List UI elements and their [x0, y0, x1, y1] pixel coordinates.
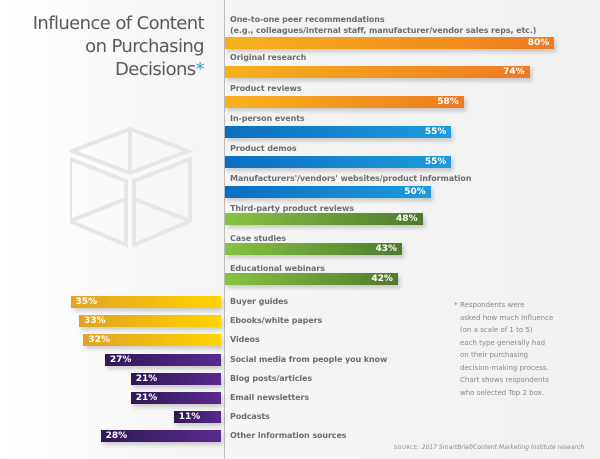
bar-sublabel: (e.g., colleagues/internal staff, manufa…: [230, 26, 537, 35]
bar-label: Blog posts/articles: [230, 373, 313, 383]
bar: 74%: [225, 66, 530, 78]
bar-label: Buyer guides: [230, 297, 289, 306]
bar-value-label: 21%: [135, 373, 158, 384]
footnote-line: Chart shows respondents: [460, 376, 549, 384]
bar: 43%: [225, 243, 403, 255]
bar-label: Social media from people you know: [230, 354, 388, 364]
source-label: SOURCE:: [393, 445, 420, 451]
bar: 55%: [225, 156, 452, 168]
footnote-asterisk: *: [454, 301, 458, 309]
center-axis-line: [224, 0, 225, 459]
bar-label: Podcasts: [230, 412, 270, 422]
footnote-line: Respondents were: [460, 301, 525, 309]
bar: 42%: [225, 273, 398, 285]
bar-label: Original research: [230, 53, 307, 62]
bar-label: In-person events: [230, 114, 305, 123]
footnote: * Respondents were asked how much influe…: [454, 299, 600, 399]
bar-value-label: 55%: [424, 157, 447, 167]
bar-value-label: 55%: [424, 127, 447, 137]
bar-label-line: One-to-one peer recommendations: [230, 15, 385, 24]
bar-label: Manufacturers'/vendors' websites/product…: [230, 174, 472, 183]
footnote-line: decision-making process.: [460, 363, 549, 372]
bar-value-label: 33%: [84, 316, 106, 327]
bar-value-label: 42%: [371, 274, 393, 284]
bar-label: Ebooks/white papers: [230, 316, 323, 326]
bar-value-label: 11%: [178, 412, 201, 423]
bar-value-label: 80%: [527, 38, 550, 48]
bar-label: Product reviews: [230, 84, 302, 93]
bar-value-label: 58%: [437, 97, 459, 107]
title-asterisk: *: [195, 59, 205, 80]
bar-label: Other information sources: [230, 431, 347, 441]
footnote-line: on their purchasing: [460, 351, 529, 359]
bar-value-label: 48%: [396, 214, 418, 224]
footnote-line: who selected Top 2 box.: [460, 388, 545, 397]
bar: 58%: [225, 96, 464, 108]
bar-value-label: 27%: [109, 354, 132, 365]
footnote-line: asked how much influence: [460, 313, 554, 322]
bar-value-label: 32%: [88, 335, 110, 346]
bar: 32%: [83, 334, 221, 347]
bar-value-label: 74%: [503, 67, 525, 77]
bar: 48%: [225, 213, 423, 225]
title-line-2: on Purchasing: [85, 36, 204, 57]
bar-value-label: 43%: [375, 244, 398, 254]
footnote-line: (on a scale of 1 to 5): [460, 326, 533, 334]
bar-label: Product demos: [230, 144, 297, 153]
bar: 33%: [79, 315, 221, 328]
bar: 21%: [130, 372, 221, 385]
bar: 28%: [100, 430, 221, 443]
chart-title: Influence of Content on Purchasing Decis…: [0, 12, 205, 81]
bar: 35%: [70, 296, 221, 308]
bar-label: Educational webinars: [230, 264, 325, 273]
bar: 50%: [225, 186, 431, 198]
bar: 11%: [173, 411, 221, 424]
footnote-line: each type generally had: [460, 338, 546, 347]
title-line-1: Influence of Content: [32, 13, 205, 34]
source-text: 2017 SmartBrief/Content Marketing Instit…: [421, 444, 584, 451]
title-line-3-text: Decisions: [114, 59, 196, 80]
cube-icon: [70, 127, 194, 249]
bar-label: Case studies: [230, 234, 286, 243]
bar-label: Third-party product reviews: [230, 204, 354, 213]
bar-value-label: 35%: [75, 297, 98, 307]
title-line-3: Decisions*: [0, 58, 205, 81]
bar: 55%: [225, 126, 452, 138]
bar: 27%: [104, 353, 221, 366]
bar-label: Email newsletters: [230, 393, 309, 402]
bar-label: One-to-one peer recommendations (e.g., co…: [230, 14, 536, 36]
bar-value-label: 50%: [404, 187, 426, 197]
bar-label: Videos: [230, 335, 260, 345]
source-note: SOURCE: 2017 SmartBrief/Content Marketin…: [394, 444, 584, 451]
bar: 21%: [130, 392, 221, 404]
bar: 80%: [225, 37, 555, 49]
bar-value-label: 21%: [135, 393, 158, 403]
bar-value-label: 28%: [105, 431, 128, 442]
